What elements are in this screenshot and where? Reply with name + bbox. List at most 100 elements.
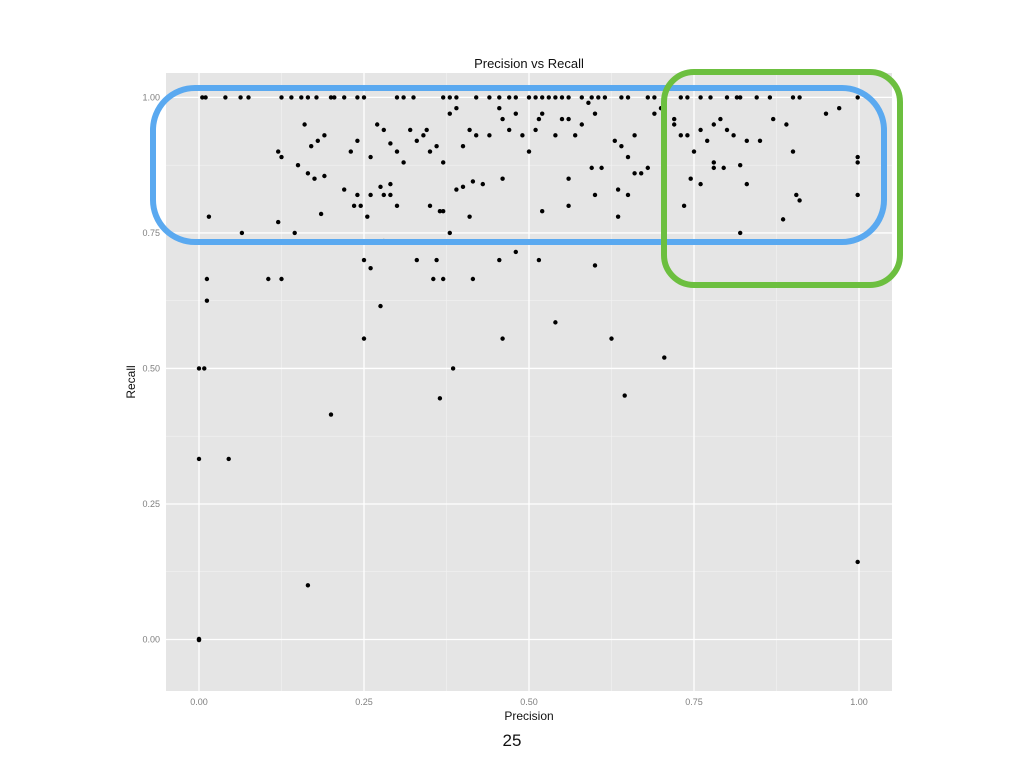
recall-band-highlight	[150, 85, 887, 245]
data-point	[239, 230, 245, 236]
data-point	[497, 95, 502, 100]
data-point	[414, 138, 419, 143]
data-point	[645, 95, 650, 100]
data-point	[553, 95, 558, 100]
data-point	[685, 95, 690, 100]
data-point	[431, 276, 436, 282]
data-point	[625, 95, 631, 100]
data-point	[681, 203, 687, 209]
data-point	[401, 160, 406, 165]
data-point	[566, 95, 571, 100]
data-point	[408, 127, 413, 133]
data-point	[322, 133, 327, 138]
data-point	[355, 192, 360, 198]
data-point	[378, 303, 383, 309]
data-point	[467, 214, 472, 219]
data-point	[526, 149, 532, 154]
data-point	[652, 111, 657, 116]
data-point	[546, 95, 551, 100]
data-point	[708, 95, 713, 100]
data-point	[441, 276, 446, 282]
data-point	[460, 184, 466, 190]
data-point	[579, 122, 584, 127]
data-point	[507, 95, 512, 100]
x-axis-title: Precision	[504, 709, 553, 723]
data-point	[855, 95, 860, 100]
data-point	[454, 187, 459, 192]
data-point	[688, 176, 693, 181]
data-point	[302, 122, 307, 127]
data-point	[662, 355, 667, 360]
data-point	[724, 127, 730, 133]
data-point	[507, 127, 512, 133]
x-tick-label: 0.25	[355, 697, 373, 707]
data-point	[361, 257, 367, 263]
data-point	[497, 106, 502, 111]
data-point	[592, 111, 598, 116]
data-point	[678, 95, 683, 100]
data-point	[592, 263, 598, 268]
data-point	[223, 95, 228, 100]
data-point	[586, 100, 591, 106]
data-point	[203, 95, 208, 100]
data-point	[698, 181, 703, 187]
data-point	[351, 203, 357, 209]
data-point	[790, 95, 796, 100]
data-point	[196, 456, 202, 462]
data-point	[361, 95, 367, 100]
data-point	[447, 111, 452, 116]
data-point	[315, 138, 320, 143]
data-point	[553, 320, 558, 325]
data-point	[536, 116, 542, 122]
data-point	[206, 214, 212, 219]
data-point	[292, 230, 297, 236]
y-tick-label: 0.00	[142, 635, 160, 645]
data-point	[757, 138, 763, 143]
data-point	[744, 138, 749, 143]
data-point	[797, 95, 802, 100]
data-point	[454, 95, 459, 100]
x-tick-label: 1.00	[850, 697, 868, 707]
y-axis-ticks: 0.00 0.25 0.50 0.75 1.00	[142, 92, 160, 644]
data-point	[619, 95, 624, 100]
data-point	[536, 257, 542, 263]
data-point	[437, 396, 443, 401]
data-point	[540, 111, 545, 116]
data-point	[358, 203, 363, 209]
data-point	[279, 154, 284, 160]
data-point	[295, 162, 301, 168]
data-point	[652, 95, 657, 100]
data-point	[767, 95, 773, 100]
data-point	[447, 95, 452, 100]
data-point	[855, 192, 860, 198]
data-point	[513, 111, 518, 116]
data-point	[855, 160, 860, 165]
data-point	[368, 154, 373, 160]
data-point	[394, 95, 400, 100]
data-point	[500, 116, 505, 122]
data-point	[196, 366, 202, 371]
data-point	[332, 95, 337, 100]
data-point	[204, 276, 210, 282]
data-point	[238, 95, 243, 100]
data-point	[474, 133, 479, 138]
data-point	[513, 249, 518, 255]
data-point	[711, 160, 716, 165]
x-tick-label: 0.50	[520, 697, 538, 707]
data-point	[559, 95, 565, 100]
data-point	[790, 149, 796, 154]
data-point	[718, 116, 723, 122]
data-point	[520, 133, 525, 138]
data-point	[797, 198, 802, 203]
data-point	[381, 127, 386, 133]
data-points	[196, 95, 860, 643]
data-point	[794, 192, 799, 198]
y-tick-label: 0.75	[142, 228, 160, 238]
data-point	[202, 366, 207, 371]
y-tick-label: 1.00	[142, 92, 160, 102]
data-point	[589, 95, 594, 100]
data-point	[328, 412, 334, 417]
data-point	[573, 133, 578, 138]
data-point	[589, 165, 594, 171]
